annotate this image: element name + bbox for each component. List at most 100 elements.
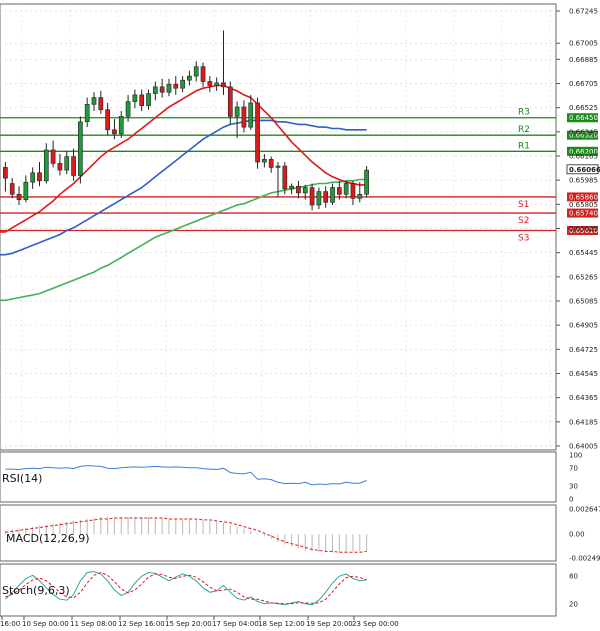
- rsi-tick-label: 70: [569, 465, 578, 473]
- candle-bear: [98, 97, 104, 110]
- price-panel: [0, 3, 557, 451]
- level-value-R1: 0.66200: [569, 148, 598, 156]
- price-tick-label: 0.65265: [569, 273, 598, 281]
- candle-bull: [275, 165, 281, 168]
- candle-bear: [207, 81, 213, 86]
- candle-bull: [187, 75, 192, 81]
- candle-bull: [248, 102, 254, 128]
- level-name-R2: R2: [518, 125, 530, 135]
- macd-indicator: 0.002647 0.00 -0.002498: [4, 506, 600, 563]
- price-tick-label: 0.67005: [569, 40, 598, 48]
- candle-bull: [357, 193, 363, 199]
- candle-bull: [289, 185, 294, 190]
- candle-bear: [50, 149, 56, 164]
- candle-bull: [214, 82, 220, 86]
- stoch-k-line: [5, 571, 367, 606]
- time-tick-label: 17 Sep 04:00: [212, 620, 259, 628]
- candle-bear: [57, 163, 63, 171]
- price-tick-label: 0.64365: [569, 394, 598, 402]
- candles: [3, 30, 369, 211]
- candle-bull: [146, 93, 151, 106]
- candle-bull: [316, 191, 322, 206]
- price-tick-label: 0.64725: [569, 346, 598, 354]
- rsi-panel: [0, 451, 557, 503]
- rsi-indicator: 100 70 30 0: [5, 452, 582, 504]
- level-tag-S2: [567, 208, 598, 218]
- candle-bear: [296, 185, 301, 194]
- candle-bull: [152, 86, 158, 94]
- rsi-tick-label: 0: [569, 496, 573, 504]
- price-axis: 0.67245 0.67005 0.66885 0.66705 0.66525 0.663…: [556, 8, 598, 451]
- current-price-tag: 0.66066: [566, 164, 600, 175]
- candle-bull: [262, 159, 267, 163]
- candle-bear: [227, 86, 233, 117]
- candle-bear: [139, 94, 145, 106]
- price-tick-label: 0.64905: [569, 322, 598, 330]
- level-name-S1: S1: [518, 200, 529, 210]
- candle-bull: [78, 121, 83, 176]
- time-axis: 16:00 10 Sep 00:00 11 Sep 08:00 12 Sep 16:0…: [0, 616, 399, 628]
- price-tick-label: 0.64185: [569, 418, 598, 426]
- price-tick-label: 0.65805: [569, 201, 598, 209]
- price-tick-label: 0.65625: [569, 225, 598, 233]
- time-tick-label: 18 Sep 12:00: [258, 620, 305, 628]
- candle-bull: [132, 94, 138, 102]
- level-value-S1: 0.65860: [569, 193, 598, 201]
- level-tag-S1: [567, 192, 598, 202]
- time-tick-label: 23 Sep 00:00: [352, 620, 399, 628]
- candle-bear: [282, 165, 288, 190]
- level-value-S2: 0.65740: [569, 210, 598, 218]
- level-tag-R2: [567, 130, 598, 140]
- candle-bull: [118, 116, 124, 135]
- level-tag-R1: [567, 146, 598, 156]
- candle-bull: [364, 169, 369, 195]
- candle-bear: [112, 129, 117, 135]
- candle-bear: [350, 183, 356, 199]
- candle-bear: [268, 159, 274, 168]
- candle-bear: [336, 187, 342, 195]
- candle-bull: [125, 101, 131, 117]
- candle-bull: [43, 149, 49, 182]
- rsi-tick-label: 100: [569, 452, 582, 460]
- level-tag-R3: [567, 113, 598, 123]
- time-tick-label: 16:00: [0, 620, 20, 628]
- candle-bull: [180, 79, 185, 89]
- candle-bull: [23, 181, 29, 200]
- level-name-S3: S3: [518, 234, 529, 244]
- price-tick-label: 0.66165: [569, 153, 598, 161]
- price-tick-label: 0.65985: [569, 177, 598, 185]
- price-tick-label: 0.66345: [569, 128, 598, 136]
- candle-bull: [234, 106, 240, 117]
- time-tick-label: 10 Sep 00:00: [22, 620, 69, 628]
- candle-bear: [241, 106, 247, 128]
- time-tick-label: 11 Sep 08:00: [70, 620, 117, 628]
- macd-tick-label: -0.002498: [569, 555, 600, 563]
- ma-mid-line: [0, 119, 367, 256]
- macd-panel: [0, 504, 557, 562]
- rsi-label: RSI(14): [2, 472, 42, 485]
- current-price-box: [566, 164, 599, 175]
- price-tick-label: 0.64005: [569, 443, 598, 451]
- candle-bear: [16, 193, 22, 200]
- stoch-panel: [0, 563, 557, 617]
- time-tick-label: 12 Sep 16:00: [118, 620, 165, 628]
- candle-bear: [3, 167, 8, 179]
- candle-bear: [323, 191, 329, 203]
- price-tick-label: 0.66705: [569, 80, 598, 88]
- candle-bull: [30, 172, 36, 183]
- level-name-S2: S2: [518, 216, 529, 226]
- macd-label: MACD(12,26,9): [6, 532, 90, 545]
- candle-bull: [330, 187, 335, 203]
- price-grid: [0, 5, 556, 449]
- candle-bear: [159, 86, 165, 93]
- macd-signal-line: [5, 517, 367, 553]
- ma-fast-line: [0, 84, 367, 233]
- price-tick-label: 0.66885: [569, 56, 598, 64]
- current-price-value: 0.66066: [569, 166, 600, 174]
- level-value-R2: 0.66320: [569, 132, 598, 140]
- candle-bear: [105, 109, 110, 131]
- level-name-R3: R3: [518, 108, 530, 118]
- candle-bull: [193, 66, 199, 77]
- stochastic-indicator: 80 20: [5, 571, 578, 608]
- candle-bear: [71, 156, 76, 176]
